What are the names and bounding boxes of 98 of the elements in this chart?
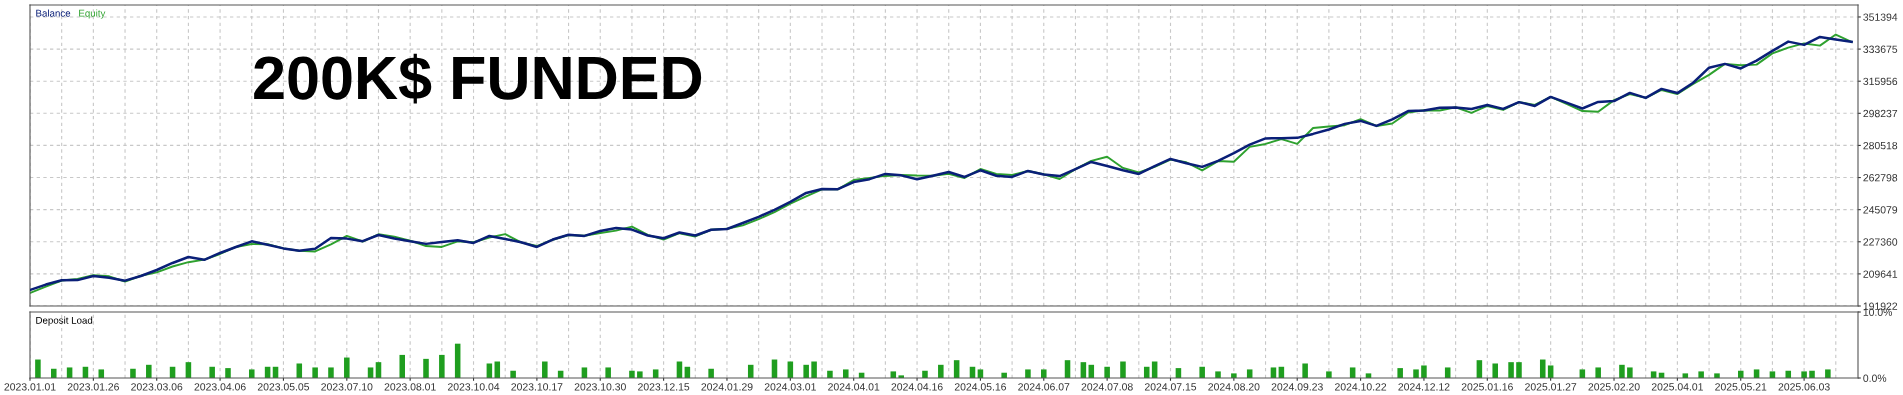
x-tick-label: 2023.01.01 [4, 383, 56, 391]
bar [1199, 366, 1205, 378]
y-tick-label: 298237 [1863, 109, 1898, 118]
x-tick-label: 2023.10.17 [511, 383, 563, 391]
bar [843, 369, 849, 378]
bar [811, 361, 817, 378]
x-tick-label: 2023.01.26 [67, 383, 119, 391]
bar [35, 359, 41, 378]
bar [1516, 362, 1522, 378]
bar [1041, 369, 1047, 378]
x-tick-label: 2024.05.16 [954, 383, 1007, 391]
bar [439, 354, 445, 378]
bar [225, 368, 231, 378]
x-tick-label: 2023.12.15 [638, 383, 690, 391]
bar [423, 358, 429, 378]
bar [637, 371, 643, 378]
bar [1421, 365, 1427, 378]
y-tick-label: 0.0% [1863, 374, 1887, 382]
bar [922, 370, 928, 378]
bar [1508, 362, 1514, 378]
bar [1025, 369, 1031, 378]
bar [399, 354, 406, 378]
bar [1120, 361, 1126, 378]
bar [1785, 370, 1792, 378]
bar [1302, 363, 1308, 378]
x-tick-label: 2024.12.12 [1398, 383, 1450, 391]
bar [1619, 364, 1625, 378]
bar [209, 366, 215, 378]
bar [1326, 371, 1332, 378]
x-tick-label: 2025.02.20 [1588, 383, 1640, 391]
y-tick-label: 191922 [1863, 302, 1898, 310]
y-tick-label: 333675 [1863, 45, 1898, 53]
bar [1595, 367, 1601, 378]
x-tick-label: 2024.04.01 [828, 383, 880, 391]
bar [1825, 369, 1831, 378]
x-tick-label: 2023.10.04 [447, 383, 500, 391]
bar [747, 364, 754, 378]
annotation: 200K$ FUNDED [254, 53, 702, 104]
x-tick-label: 2024.03.01 [764, 383, 816, 391]
bar [1539, 359, 1546, 378]
bar [827, 370, 833, 378]
x-tick-label: 2025.01.27 [1525, 383, 1577, 391]
bar [312, 367, 318, 378]
bar [708, 368, 714, 378]
y-tick-label: 10.0% [1863, 308, 1893, 316]
bar [1809, 370, 1815, 378]
bar [1215, 371, 1221, 378]
bar [803, 364, 809, 378]
text: Balance [36, 9, 71, 17]
x-tick-label: 2025.06.03 [1778, 383, 1830, 391]
bar [1143, 366, 1150, 378]
bar [1627, 367, 1633, 378]
bar [938, 364, 944, 378]
x-tick-label: 2024.01.29 [701, 383, 753, 391]
x-tick-label: 2023.08.01 [384, 383, 436, 391]
x-tick-label: 2025.04.01 [1651, 383, 1703, 391]
y-tick-label: 262798 [1863, 174, 1898, 182]
bar [146, 364, 152, 378]
bar [50, 368, 57, 378]
x-tick-label: 2024.08.20 [1208, 383, 1260, 391]
bar [328, 367, 334, 378]
bar [1801, 371, 1807, 378]
y-tick-label: 315956 [1863, 77, 1898, 86]
bar [1413, 369, 1419, 378]
x-tick-label: 2023.07.10 [321, 383, 373, 391]
x-tick-label: 2023.05.05 [257, 383, 310, 391]
chart-title: Deposit Load [36, 316, 93, 326]
y-tick-label: 245079 [1863, 206, 1898, 214]
bar [629, 370, 635, 378]
bar [510, 370, 516, 378]
bar [344, 357, 350, 378]
x-tick-label: 2025.05.21 [1715, 383, 1767, 391]
bar [130, 368, 136, 378]
x-tick-label: 2023.03.06 [131, 383, 183, 391]
bar [605, 367, 611, 378]
x-tick-label: 2023.10.30 [574, 383, 626, 391]
x-tick-label: 2024.09.23 [1271, 383, 1323, 391]
bar [1492, 363, 1498, 378]
x-tick-label: 2024.07.15 [1144, 383, 1197, 391]
x-tick-label: 2024.07.08 [1081, 383, 1133, 391]
text: Equity [79, 9, 106, 19]
y-tick-label: 227360 [1863, 238, 1898, 246]
y-tick-label: 209641 [1863, 270, 1898, 278]
x-tick-label: 2025.01.16 [1461, 383, 1513, 391]
x-tick-label: 2024.06.07 [1018, 383, 1070, 391]
bar [1231, 373, 1237, 378]
bar [1397, 368, 1403, 378]
bar [1104, 366, 1110, 378]
x-tick-label: 2024.04.16 [891, 383, 943, 391]
y-tick-label: 280518 [1863, 141, 1898, 150]
bar [1698, 371, 1704, 378]
x-tick-label: 2024.10.22 [1335, 383, 1387, 391]
bar [248, 369, 255, 378]
y-tick-label: 351394 [1863, 13, 1898, 21]
x-tick-label: 2023.04.06 [194, 383, 246, 391]
bar [542, 361, 548, 378]
bar [1737, 370, 1744, 378]
bar [1714, 373, 1720, 378]
